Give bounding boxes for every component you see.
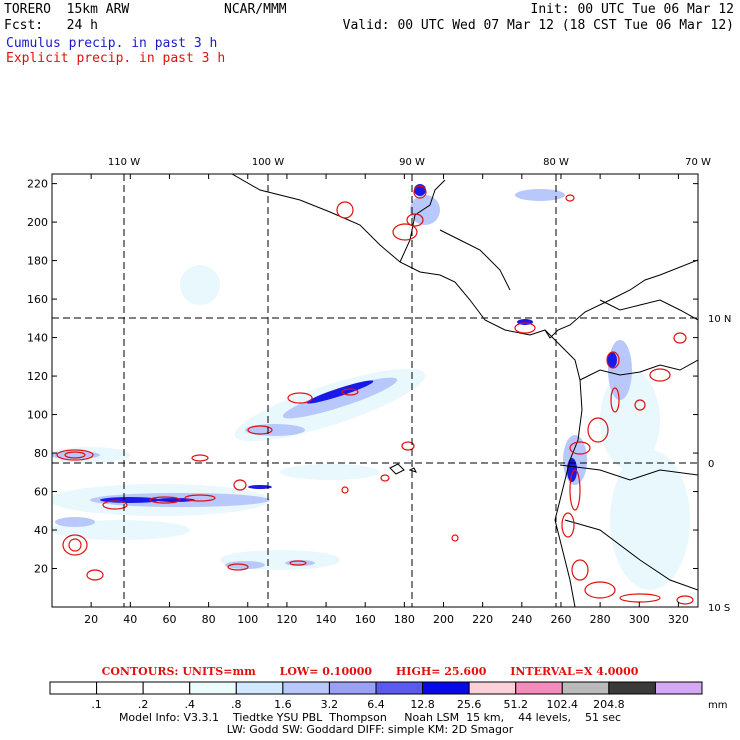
x-tick-label: 180 [394,613,415,626]
heavy-precip-areas [100,184,617,503]
legend-value: .4 [184,698,195,711]
x-tick-label: 300 [629,613,650,626]
legend-value: 204.8 [593,698,625,711]
x-tick-label: 140 [316,613,337,626]
legend-swatch [561,681,610,695]
x-tick-label: 160 [355,613,376,626]
y-tick-label: 120 [27,370,48,383]
legend-unit: mm [708,700,727,711]
y-tick-label: 180 [27,255,48,268]
x-tick-label: 220 [472,613,493,626]
x-tick-label: 100 [237,613,258,626]
longitude-label: 110 W [108,157,140,168]
explicit-precip-contours [56,185,694,605]
legend-swatch [96,681,144,695]
y-tick-label: 220 [27,178,48,191]
x-tick-label: 20 [84,613,98,626]
forecast-hour: Fcst: 24 h [4,18,98,33]
interval-text: INTERVAL=X 4.0000 [510,665,639,678]
x-tick-label: 80 [202,613,216,626]
model-info-line2: LW: Godd SW: Goddard DIFF: simple KM: 2D… [226,723,514,736]
legend-swatch [235,681,284,695]
color-legend: .1 .2 .4 .8 1.6 3.2 6.4 12.8 25.6 51.2 102.4 204.8 m… [49,681,727,711]
legend-value: 3.2 [321,698,339,711]
legend-swatch [468,681,517,695]
y-tick-label: 140 [27,332,48,345]
legend-value: .2 [138,698,149,711]
graticule [52,174,698,607]
legend-value: .1 [91,698,102,711]
longitude-label: 90 W [399,157,425,168]
x-tick-label: 240 [511,613,532,626]
init-time: Init: 00 UTC Tue 06 Mar 12 [530,2,735,17]
legend-value: 25.6 [457,698,482,711]
y-tick-label: 20 [34,563,48,576]
high-text: HIGH= 25.600 [395,665,487,678]
legend-swatch [49,681,98,695]
y-tick-label: 60 [34,486,48,499]
y-tick-label: 200 [27,216,48,229]
longitude-labels: 110 W 100 W 90 W 80 W 70 W [108,157,711,168]
coastlines [231,174,698,607]
field-label-cumulus: Cumulus precip. in past 3 h [6,36,218,51]
y-tick-label: 80 [34,447,48,460]
latitude-label: 0 [708,459,714,470]
legend-swatch [654,681,703,695]
y-tick-label: 100 [27,409,48,422]
x-axis: 20 40 60 80 100 120 140 160 180 200 220 240 260 280 30… [84,174,689,626]
legend-value: 12.8 [410,698,435,711]
center-name: NCAR/MMM [224,2,287,17]
latitude-label: 10 N [708,314,731,325]
x-tick-label: 200 [433,613,454,626]
legend-swatch [189,681,237,695]
y-axis: 20 40 60 80 100 120 140 160 180 200 220 [27,178,698,576]
legend-swatch [608,681,656,695]
model-name: TORERO 15km ARW [4,2,130,17]
legend-swatch [328,681,377,695]
latitude-label: 10 S [708,603,730,614]
latitude-labels: 10 N 0 10 S [708,314,731,614]
longitude-label: 70 W [685,157,711,168]
y-tick-label: 160 [27,293,48,306]
x-tick-label: 280 [590,613,611,626]
legend-value: 51.2 [503,698,528,711]
x-tick-label: 320 [668,613,689,626]
field-label-explicit: Explicit precip. in past 3 h [6,51,226,66]
legend-value: 102.4 [547,698,579,711]
legend-value: 1.6 [274,698,292,711]
legend-swatch [515,681,563,695]
x-tick-label: 40 [123,613,137,626]
map-frame [51,173,699,608]
legend-swatch [422,681,470,695]
legend-value: .8 [231,698,242,711]
longitude-label: 80 W [543,157,569,168]
x-tick-label: 260 [550,613,571,626]
legend-value: 6.4 [367,698,385,711]
model-info-line1: Model Info: V3.3.1 Tiedtke YSU PBL Thomp… [118,711,622,724]
light-precip-areas [52,265,690,590]
valid-time: Valid: 00 UTC Wed 07 Mar 12 (18 CST Tue … [342,18,734,33]
map-contents [52,174,698,607]
legend-swatch [375,681,424,695]
units-text: CONTOURS: UNITS=mm [101,665,256,678]
contour-info: CONTOURS: UNITS=mm LOW= 0.10000 HIGH= 25… [0,665,740,678]
x-tick-label: 120 [276,613,297,626]
x-tick-label: 60 [162,613,176,626]
legend-swatch [142,681,191,695]
low-text: LOW= 0.10000 [279,665,373,678]
longitude-label: 100 W [252,157,284,168]
y-tick-label: 40 [34,524,48,537]
legend-swatch [282,681,330,695]
